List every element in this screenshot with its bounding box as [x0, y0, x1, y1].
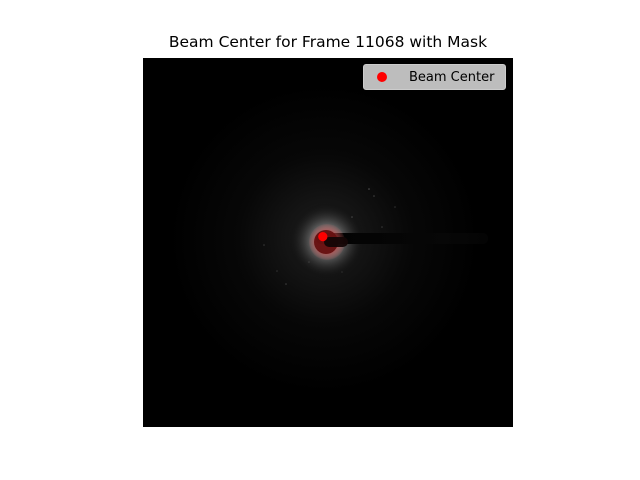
legend-entry-beam-center: Beam Center	[409, 69, 495, 85]
points-layer	[318, 232, 328, 242]
legend-marker	[377, 72, 387, 82]
image-canvas	[143, 58, 513, 427]
chart-title: Beam Center for Frame 11068 with Mask	[168, 33, 488, 51]
plot-area	[143, 58, 513, 427]
legend: Beam Center	[363, 64, 506, 90]
beamstop-shadow	[316, 233, 488, 244]
beam-center-point	[318, 232, 328, 242]
mask-beamstop-overlap	[324, 237, 348, 247]
